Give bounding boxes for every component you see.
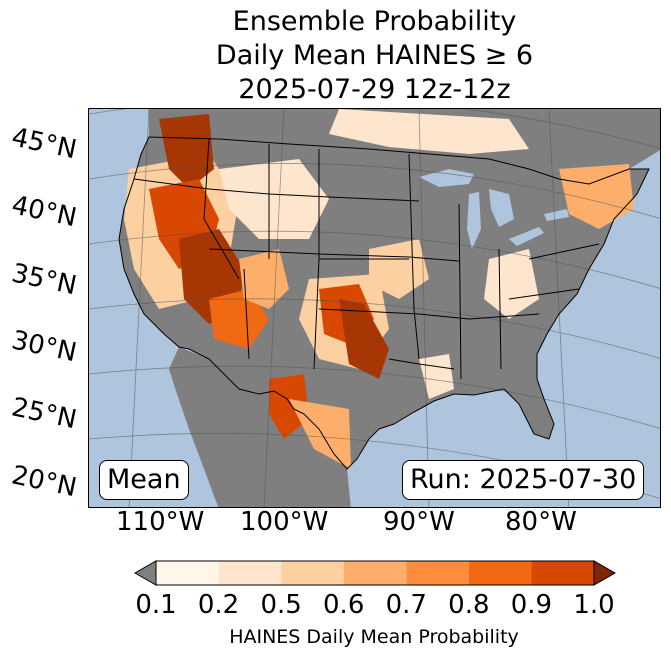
colorbar-tick-label: 0.5 — [260, 590, 302, 620]
colorbar-tick-label: 0.9 — [510, 590, 553, 620]
colorbar — [134, 560, 616, 586]
title-line-3: 2025-07-29 12z-12z — [238, 74, 511, 105]
lat-label-30: 30°N — [8, 325, 80, 369]
stat-label-box: Mean — [99, 460, 189, 500]
colorbar-segment — [343, 561, 407, 585]
lat-label-35: 35°N — [8, 258, 80, 302]
title-line-1: Ensemble Probability — [232, 6, 517, 37]
lake-erie — [509, 227, 544, 246]
state-borders — [118, 136, 650, 470]
lon-label-110: 110°W — [116, 507, 205, 537]
mexico-land — [169, 347, 351, 507]
colorbar-tick-label: 1.0 — [573, 590, 615, 620]
colorbar-segment — [218, 561, 282, 585]
colorbar-under-triangle — [134, 560, 157, 586]
map-canvas — [89, 109, 660, 507]
colorbar-segment — [531, 561, 594, 585]
colorbar-over-triangle — [593, 560, 616, 586]
lat-label-20: 20°N — [8, 460, 80, 504]
colorbar-tick-label: 0.1 — [135, 590, 177, 620]
lake-superior — [419, 169, 474, 187]
colorbar-tick-label: 0.7 — [385, 590, 427, 620]
colorbar-tick-label: 0.8 — [448, 590, 490, 620]
lon-label-80: 80°W — [505, 507, 577, 537]
lake-ontario — [544, 209, 569, 221]
lon-label-90: 90°W — [383, 507, 455, 537]
colorbar-label: HAINES Daily Mean Probability — [229, 626, 519, 648]
colorbar-segment — [406, 561, 469, 585]
colorbar-outline — [155, 560, 595, 586]
lon-label-100: 100°W — [240, 507, 329, 537]
lat-label-40: 40°N — [8, 190, 80, 234]
lat-label-25: 25°N — [8, 392, 80, 436]
colorbar-segment — [156, 561, 219, 585]
colorbar-tick-label: 0.6 — [323, 590, 365, 620]
lake-huron — [489, 189, 514, 227]
lake-michigan — [467, 192, 481, 249]
lat-label-45: 45°N — [8, 122, 80, 166]
colorbar-tick-label: 0.2 — [197, 590, 240, 620]
probability-shading — [124, 109, 634, 469]
probability-map: Mean Run: 2025-07-30 — [88, 108, 661, 508]
colorbar-segment — [281, 561, 344, 585]
run-date-box: Run: 2025-07-30 — [402, 460, 645, 500]
title-line-2: Daily Mean HAINES ≥ 6 — [215, 40, 534, 71]
colorbar-segment — [468, 561, 532, 585]
